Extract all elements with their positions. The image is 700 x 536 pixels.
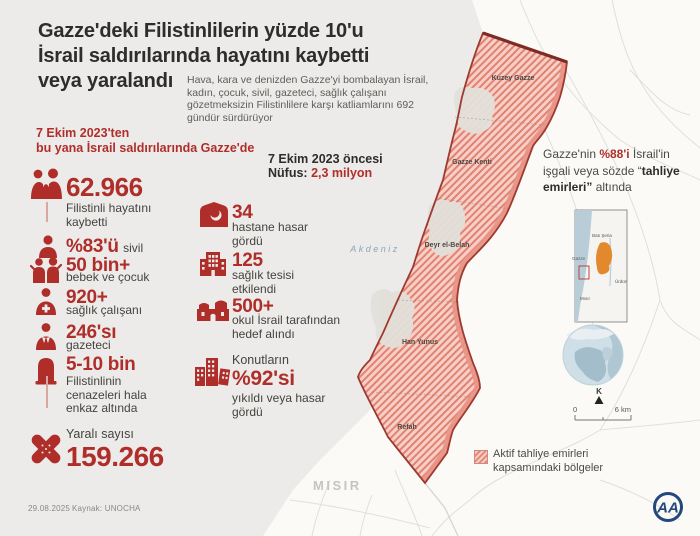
region-boundaries — [371, 116, 546, 398]
map-label-egypt: MISIR — [313, 478, 362, 493]
stat-journalist-value: 246'sı — [66, 322, 117, 343]
stat-children-value: 50 bin+ — [66, 255, 130, 276]
page-title-line3: veya yaralandı — [38, 70, 174, 92]
note-percentage: %88'i — [599, 147, 630, 161]
period-header-line2: bu yana İsrail saldırılarında Gazze'de — [36, 141, 255, 155]
page-title-line1: Gazze'deki Filistinlilerin yüzde 10'u — [38, 20, 364, 42]
publish-date: 29.08.2025 — [28, 504, 71, 513]
occupation-note: Gazze'nin %88'i İsrail'in işgali veya sö… — [543, 146, 698, 196]
legend-swatch — [474, 450, 488, 464]
source-label: Kaynak: UNOCHA — [72, 504, 141, 513]
stat-hospitals-label: hastane hasar gördü — [232, 220, 309, 248]
inset-label-west-bank: Batı Şeria — [592, 233, 612, 238]
connector-line — [46, 376, 48, 408]
inset-label-egypt-small: Mısır — [580, 296, 590, 301]
aa-logo: AA — [653, 492, 683, 522]
gaza-strip — [357, 31, 568, 485]
stat-clinics-value: 125 — [232, 250, 263, 271]
stat-clinics-label: sağlık tesisi etkilendi — [232, 268, 295, 296]
stat-bodies-value: 5-10 bin — [66, 354, 136, 375]
injured-label: Yaralı sayısı — [66, 427, 134, 441]
school-icon — [197, 300, 229, 321]
stat-children-label: bebek ve çocuk — [66, 270, 150, 284]
scale-start: 0 — [573, 405, 577, 414]
stat-housing-value: %92'si — [232, 367, 295, 390]
legend-label: Aktif tahliye emirleri kapsamındaki bölg… — [493, 448, 604, 474]
note-part1: Gazze'nin — [543, 147, 600, 161]
stat-civilian-value: %83'ü — [66, 236, 119, 257]
stat-journalist-label: gazeteci — [66, 338, 111, 352]
family-icon — [31, 168, 62, 199]
map-label-rafah: Refah — [397, 424, 416, 431]
health-worker-icon — [36, 288, 56, 315]
stat-killed-label: Filistinli hayatını kaybetti — [66, 201, 152, 229]
stat-bodies-label: Filistinlinin cenazeleri hala enkaz altı… — [66, 374, 147, 415]
scale-bar — [574, 415, 632, 421]
map-label-deir-el-balah: Deyr el-Belah — [425, 242, 470, 249]
stat-civilian: %83'ü sivil — [66, 236, 143, 258]
stat-hospitals-value: 34 — [232, 202, 253, 223]
note-part5: altında — [592, 180, 632, 194]
clinic-building-icon — [200, 252, 226, 276]
globe — [562, 324, 624, 386]
north-arrow: K — [594, 387, 604, 404]
stat-schools-value: 500+ — [232, 296, 274, 317]
map-label-gaza-city: Gazze Kenti — [452, 159, 492, 166]
note-part3: İsrail'in işgali veya sözde “ — [543, 147, 670, 178]
period-header-line1: 7 Ekim 2023'ten — [36, 126, 130, 140]
city-patches — [370, 86, 495, 348]
stat-housing-label: yıkıldı veya hasar gördü — [232, 391, 326, 419]
north-label: K — [596, 387, 602, 396]
stat-killed-value: 62.966 — [66, 172, 143, 202]
tombstone-icon — [35, 358, 57, 385]
children-icon — [30, 257, 62, 283]
stat-housing-prefix: Konutların — [232, 353, 289, 367]
aa-logo-text: AA — [656, 500, 679, 517]
stat-schools-label: okul İsrail tarafından hedef alındı — [232, 313, 341, 341]
injured-value: 159.266 — [66, 441, 164, 472]
page-title-line2: İsrail saldırılarında hayatını kaybetti — [38, 45, 370, 67]
prewar-header-line1: 7 Ekim 2023 öncesi — [268, 152, 383, 166]
map-label-khan-yunus: Han Yunus — [402, 339, 438, 346]
scale-end: 6 km — [615, 405, 631, 414]
journalist-icon — [36, 323, 56, 350]
civilian-icon — [39, 235, 57, 258]
inset-label-gaza: Gazze — [572, 256, 586, 261]
border-line — [424, 482, 459, 536]
map-label-north-gaza: Kuzey Gazze — [492, 75, 535, 82]
hospital-crescent-icon — [200, 202, 228, 227]
population-label: Nüfus: — [268, 166, 308, 180]
inset-label-jordan: Ürdün — [615, 278, 628, 284]
inset-map: Batı Şeria Gazze Ürdün Mısır — [572, 209, 628, 323]
housing-buildings-icon — [195, 358, 231, 386]
connector-line — [46, 202, 48, 222]
stat-health-label: sağlık çalışanı — [66, 303, 143, 317]
bandage-icon — [31, 434, 61, 464]
stat-civilian-suffix: sivil — [123, 241, 144, 255]
subtitle: Hava, kara ve denizden Gazze'yi bombalay… — [187, 74, 429, 124]
prewar-population: Nüfus: 2,3 milyon — [268, 166, 372, 181]
note-evacuation-orders: tahliye emirleri” — [543, 163, 680, 195]
map-label-mediterranean: Akdeniz — [349, 244, 400, 254]
population-value: 2,3 milyon — [311, 166, 373, 180]
stat-health-value: 920+ — [66, 287, 108, 308]
